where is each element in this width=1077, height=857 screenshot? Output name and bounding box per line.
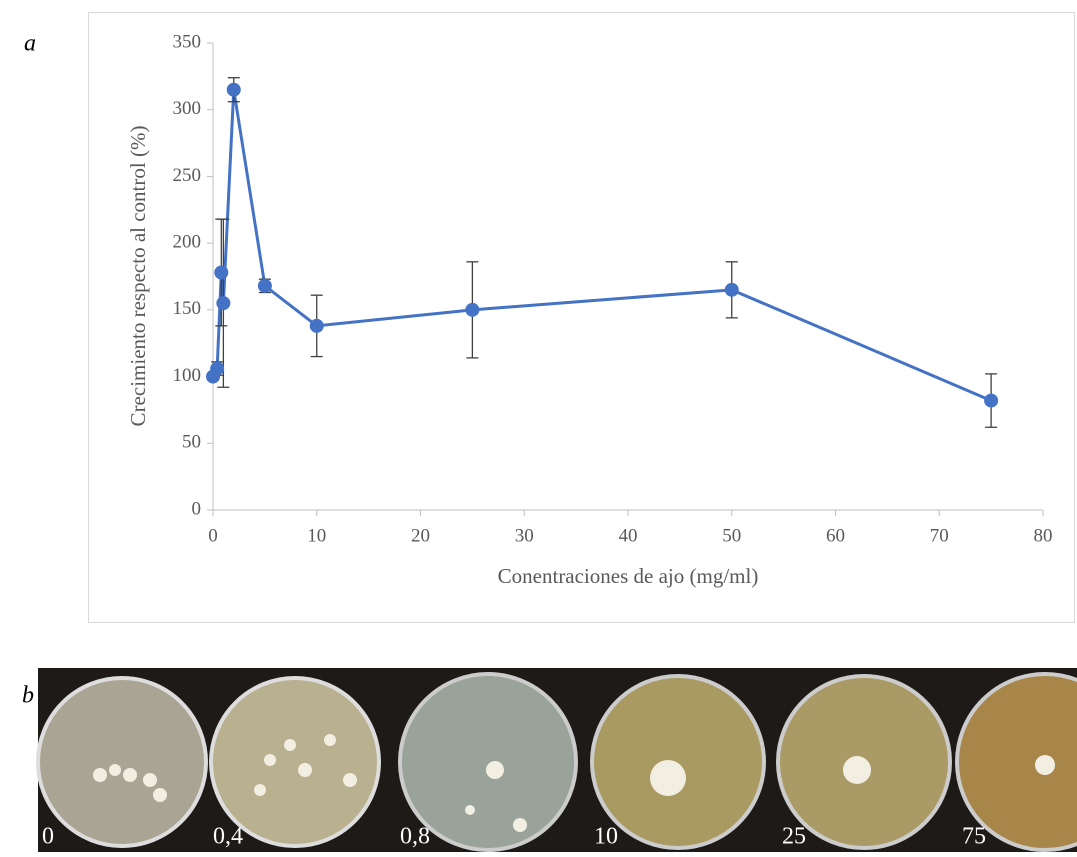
x-tick-label: 50 — [722, 525, 741, 546]
data-point — [725, 283, 739, 297]
y-tick-label: 100 — [173, 365, 202, 386]
x-tick-label: 10 — [307, 525, 326, 546]
y-tick-label: 350 — [173, 31, 202, 52]
x-axis-title: Conentraciones de ajo (mg/ml) — [498, 564, 759, 588]
data-point — [214, 265, 228, 279]
plate — [592, 676, 764, 848]
page: a b Conentraciones de ajo (mg/ml) Crecim… — [0, 0, 1077, 852]
plate-label: 0,4 — [213, 824, 243, 850]
y-tick-label: 200 — [173, 232, 202, 253]
data-point — [216, 296, 230, 310]
data-point — [227, 83, 241, 97]
panel-label: b — [22, 683, 34, 709]
x-tick-label: 60 — [826, 525, 845, 546]
y-tick-label: 150 — [173, 298, 202, 319]
plate-label: 25 — [782, 824, 806, 850]
data-point — [310, 319, 324, 333]
plate-label: 0,8 — [400, 824, 430, 850]
plate-strip — [38, 668, 1077, 852]
x-tick-label: 30 — [515, 525, 534, 546]
plate-label: 75 — [962, 824, 986, 850]
plate — [211, 678, 379, 846]
plate — [38, 678, 206, 846]
x-tick-label: 20 — [411, 525, 430, 546]
x-tick-label: 40 — [619, 525, 638, 546]
x-tick-label: 0 — [208, 525, 218, 546]
data-point — [465, 303, 479, 317]
panel-label: a — [24, 31, 36, 57]
y-tick-label: 0 — [192, 498, 202, 519]
plate-label: 10 — [594, 824, 618, 850]
x-tick-label: 80 — [1034, 525, 1053, 546]
y-tick-label: 300 — [173, 98, 202, 119]
plate-label: 0 — [42, 824, 54, 850]
data-point — [258, 279, 272, 293]
y-axis-title: Crecimiento respecto al control (%) — [126, 126, 150, 427]
data-point — [210, 362, 224, 376]
figure: a b Conentraciones de ajo (mg/ml) Crecim… — [0, 0, 1077, 852]
y-tick-label: 250 — [173, 165, 202, 186]
x-tick-label: 70 — [930, 525, 949, 546]
y-tick-label: 50 — [182, 432, 201, 453]
data-point — [984, 394, 998, 408]
